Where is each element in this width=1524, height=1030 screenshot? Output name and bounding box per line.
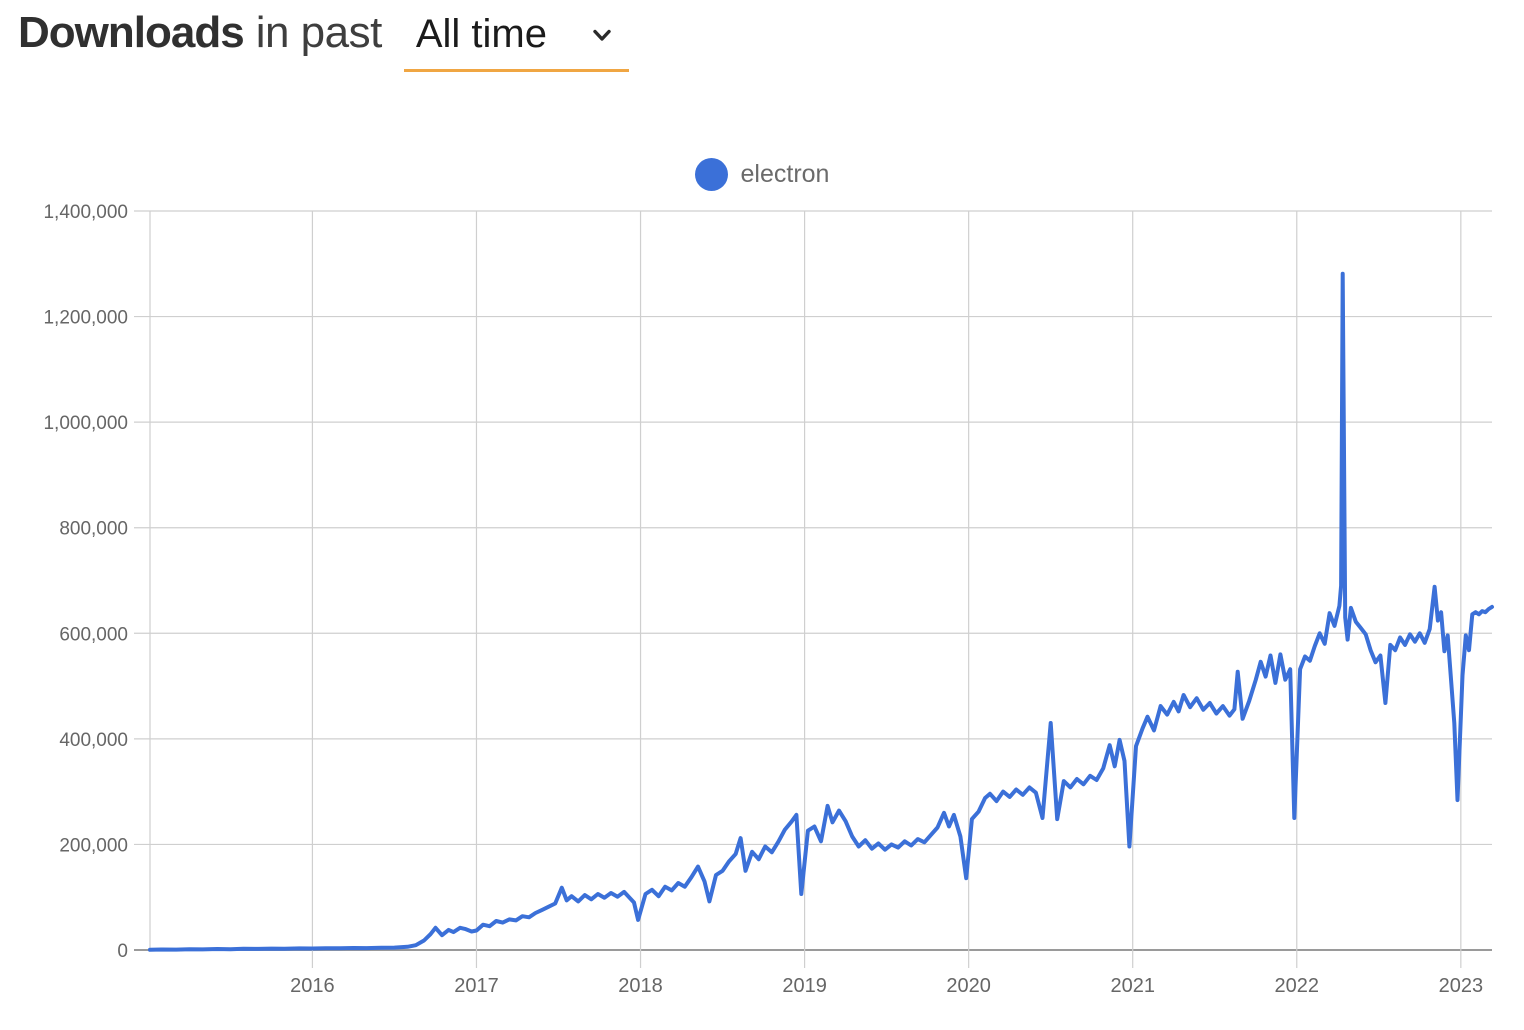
chart-legend: electron [0,158,1524,191]
x-tick-label: 2021 [1110,975,1155,997]
x-tick-label: 2018 [618,975,663,997]
x-tick-label: 2019 [782,975,827,997]
x-tick-label: 2022 [1275,975,1320,997]
chart-header: Downloads in past All time [18,8,629,72]
x-tick-label: 2023 [1439,975,1484,997]
period-select[interactable]: All time [403,12,629,72]
page-title: Downloads [18,8,245,57]
y-tick-label: 0 [117,941,128,962]
y-tick-label: 400,000 [59,730,128,751]
chevron-down-icon [593,29,611,41]
x-tick-label: 2017 [454,975,499,997]
x-tick-label: 2016 [290,975,335,997]
series-line-electron [148,271,1494,952]
page-subtitle: in past [255,8,383,57]
y-tick-label: 200,000 [59,835,128,856]
y-tick-label: 1,200,000 [43,308,128,329]
y-tick-label: 600,000 [59,624,128,645]
y-tick-label: 1,000,000 [43,413,128,434]
x-tick-label: 2020 [946,975,991,997]
y-tick-label: 1,400,000 [43,202,128,223]
legend-label: electron [740,160,830,188]
legend-dot [694,158,728,191]
period-select-value: All time [415,12,547,56]
legend-item-electron[interactable]: electron [694,158,830,191]
y-tick-label: 800,000 [59,519,128,540]
